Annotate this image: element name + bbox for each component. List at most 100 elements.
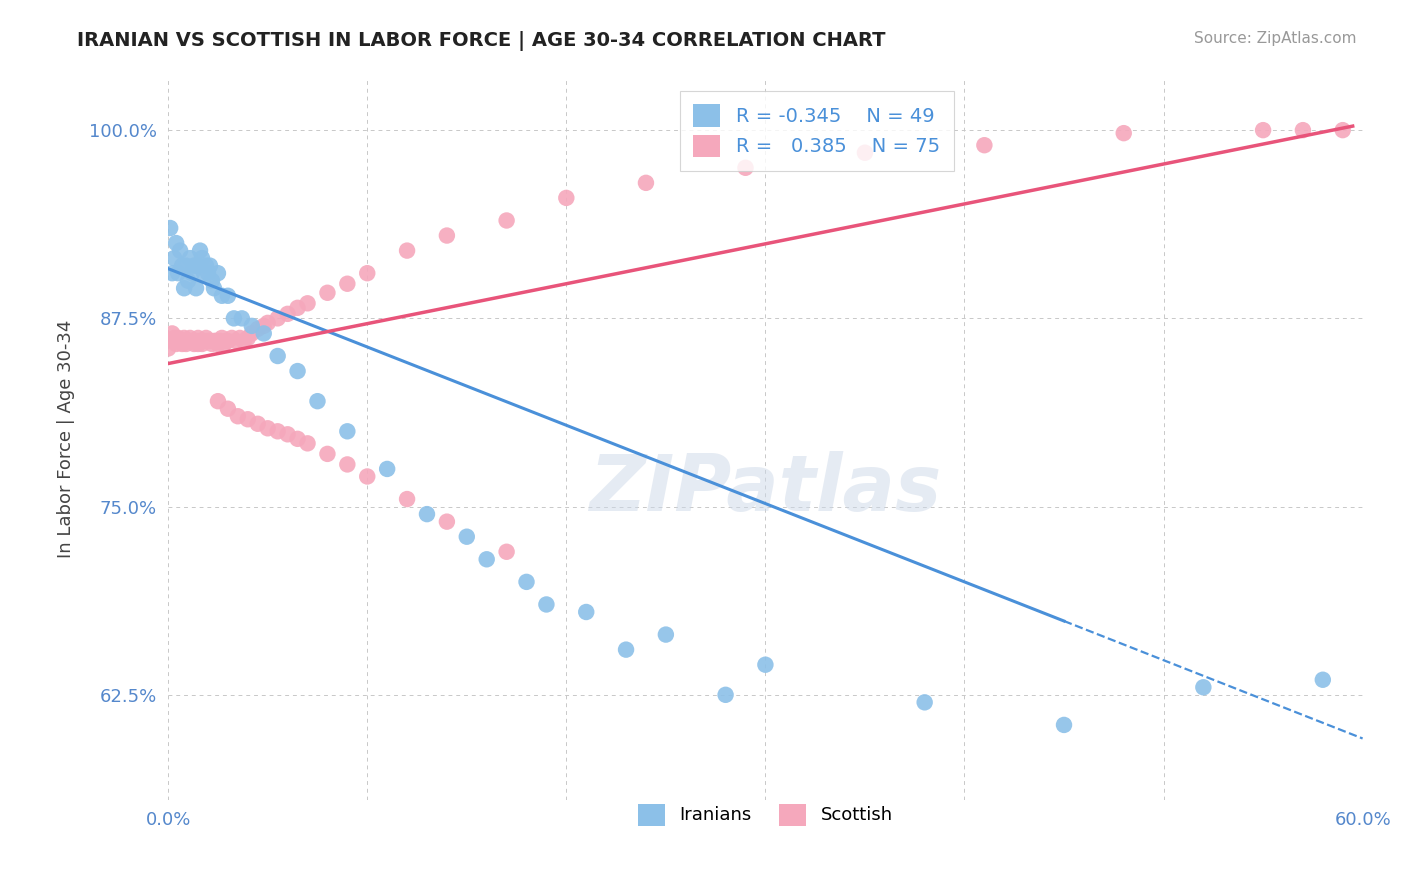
Point bbox=[217, 289, 239, 303]
Point bbox=[1251, 123, 1274, 137]
Point bbox=[202, 334, 225, 348]
Point bbox=[495, 213, 517, 227]
Point bbox=[229, 331, 252, 345]
Point bbox=[181, 266, 204, 280]
Point bbox=[914, 695, 936, 709]
Point bbox=[307, 394, 329, 409]
Point bbox=[184, 281, 207, 295]
Point bbox=[173, 331, 195, 345]
Point bbox=[226, 409, 249, 424]
Point bbox=[336, 425, 359, 439]
Point bbox=[174, 337, 197, 351]
Y-axis label: In Labor Force | Age 30-34: In Labor Force | Age 30-34 bbox=[58, 319, 75, 558]
Point bbox=[256, 421, 278, 435]
Point bbox=[1192, 680, 1215, 694]
Point bbox=[201, 337, 224, 351]
Point bbox=[232, 334, 254, 348]
Point bbox=[714, 688, 737, 702]
Point bbox=[167, 331, 190, 345]
Point bbox=[195, 259, 218, 273]
Point bbox=[375, 462, 398, 476]
Point bbox=[456, 530, 478, 544]
Text: IRANIAN VS SCOTTISH IN LABOR FORCE | AGE 30-34 CORRELATION CHART: IRANIAN VS SCOTTISH IN LABOR FORCE | AGE… bbox=[77, 31, 886, 51]
Point bbox=[195, 331, 218, 345]
Point bbox=[356, 266, 378, 280]
Point bbox=[316, 285, 339, 300]
Point bbox=[225, 334, 247, 348]
Point bbox=[191, 337, 214, 351]
Point bbox=[197, 334, 219, 348]
Point bbox=[179, 251, 201, 265]
Point bbox=[159, 221, 181, 235]
Point bbox=[356, 469, 378, 483]
Point bbox=[165, 236, 187, 251]
Point bbox=[163, 331, 186, 345]
Point bbox=[973, 138, 995, 153]
Point bbox=[207, 337, 229, 351]
Point bbox=[266, 425, 288, 439]
Point bbox=[193, 266, 215, 280]
Point bbox=[266, 311, 288, 326]
Point bbox=[172, 337, 194, 351]
Point bbox=[287, 432, 309, 446]
Point bbox=[416, 507, 439, 521]
Point bbox=[277, 307, 299, 321]
Point bbox=[211, 289, 233, 303]
Point bbox=[266, 349, 288, 363]
Point bbox=[336, 458, 359, 472]
Point bbox=[436, 228, 458, 243]
Point bbox=[198, 259, 221, 273]
Point bbox=[236, 331, 259, 345]
Point bbox=[396, 491, 419, 506]
Point bbox=[575, 605, 598, 619]
Point bbox=[188, 244, 211, 258]
Point bbox=[1312, 673, 1334, 687]
Point bbox=[277, 427, 299, 442]
Point bbox=[297, 296, 319, 310]
Point bbox=[184, 334, 207, 348]
Point bbox=[167, 266, 190, 280]
Point bbox=[336, 277, 359, 291]
Point bbox=[165, 337, 187, 351]
Point bbox=[187, 337, 209, 351]
Point bbox=[316, 447, 339, 461]
Point bbox=[207, 266, 229, 280]
Point bbox=[169, 334, 191, 348]
Point bbox=[191, 251, 214, 265]
Point bbox=[246, 322, 269, 336]
Point bbox=[515, 574, 537, 589]
Point bbox=[222, 311, 245, 326]
Point bbox=[163, 251, 186, 265]
Point bbox=[1331, 123, 1354, 137]
Point bbox=[177, 274, 200, 288]
Point bbox=[236, 412, 259, 426]
Point bbox=[201, 274, 224, 288]
Point bbox=[1112, 126, 1135, 140]
Point bbox=[211, 331, 233, 345]
Point bbox=[160, 326, 183, 341]
Point bbox=[202, 281, 225, 295]
Point bbox=[183, 259, 205, 273]
Point bbox=[256, 316, 278, 330]
Point bbox=[221, 331, 243, 345]
Point bbox=[188, 334, 211, 348]
Point bbox=[253, 326, 276, 341]
Point bbox=[198, 334, 221, 348]
Point bbox=[246, 417, 269, 431]
Point bbox=[169, 244, 191, 258]
Point bbox=[287, 364, 309, 378]
Point bbox=[217, 401, 239, 416]
Point bbox=[253, 318, 276, 333]
Point bbox=[1053, 718, 1076, 732]
Text: Source: ZipAtlas.com: Source: ZipAtlas.com bbox=[1194, 31, 1357, 46]
Point bbox=[205, 334, 228, 348]
Point bbox=[197, 266, 219, 280]
Point bbox=[177, 334, 200, 348]
Point bbox=[287, 301, 309, 315]
Point bbox=[754, 657, 776, 672]
Point bbox=[655, 627, 678, 641]
Point bbox=[212, 337, 235, 351]
Point bbox=[172, 259, 194, 273]
Point bbox=[1292, 123, 1315, 137]
Point bbox=[215, 334, 238, 348]
